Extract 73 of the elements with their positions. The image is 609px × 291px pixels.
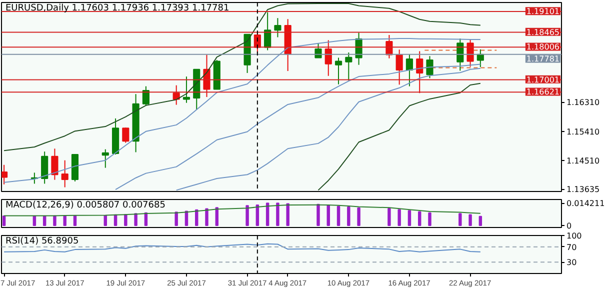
candlestick [426,56,434,79]
bar [53,215,56,226]
y-tick-label: 30 [566,258,577,268]
candlestick [51,148,58,180]
candlestick [203,54,210,98]
candlestick [324,40,332,76]
bar [357,207,360,226]
bar [316,204,320,226]
candlestick [122,127,130,144]
candlestick [182,76,190,104]
y-tick-label: 1.14510 [566,156,600,166]
y-tick-label: 70 [566,242,577,252]
ref-line-label: 1.19101 [526,7,560,16]
bar [174,212,178,226]
candlestick [314,42,322,58]
candlestick [274,18,282,38]
line-series [4,38,481,183]
bar [286,203,290,226]
ref-line-label: 1.16621 [526,88,560,97]
y-tick-label: 0.014211 [566,199,605,208]
bar [32,216,36,226]
candlestick [102,148,109,168]
bar [276,202,280,226]
ref-line-label: 1.17781 [526,54,560,64]
candlestick [142,86,150,106]
candlestick [456,38,464,72]
chart-title: EURUSD,Daily 1.17603 1.17936 1.17393 1.17781 [6,4,230,14]
candlestick [334,57,342,85]
candlestick [61,160,68,188]
candlestick [416,50,424,94]
bar [408,210,412,226]
bar [246,205,249,226]
bar [266,202,270,226]
ref-line-label: 1.18006 [526,42,560,52]
y-tick-label: 100 [566,232,582,240]
bar [256,204,260,226]
chart-title: MACD(12,26,9) 0.005807 0.007685 [6,200,166,210]
bar [468,214,472,226]
bar [336,206,340,226]
line-series [4,2,481,152]
bar [2,216,6,226]
candlestick [406,54,414,87]
bar [205,208,208,226]
bar [124,214,128,226]
ref-line-label: 1.17001 [526,75,560,84]
chart-title: RSI(14) 56.8905 [6,236,79,246]
candlestick [466,39,474,68]
bar [428,212,432,226]
candlestick [41,151,48,184]
y-tick-label: 0 [566,221,572,230]
y-tick-label: 1.13635 [566,185,600,194]
bar [63,215,66,226]
candlestick [264,12,272,51]
line-series [318,82,481,191]
bar [347,206,350,226]
bar [458,213,462,226]
bar [326,204,330,226]
bar [478,216,482,226]
line-series [4,243,481,252]
bar [42,216,46,226]
bar [134,213,138,226]
bar [398,209,401,226]
candlestick [172,84,180,106]
bar [215,207,218,226]
candlestick [396,49,403,86]
bar [418,211,422,226]
candlestick [345,52,352,81]
bar [104,215,108,226]
candlestick [2,164,8,185]
ref-line-label: 1.18465 [526,28,560,37]
y-tick-label: 1.16310 [566,98,600,108]
y-tick-label: 1.15410 [566,127,600,136]
bar [388,208,391,226]
